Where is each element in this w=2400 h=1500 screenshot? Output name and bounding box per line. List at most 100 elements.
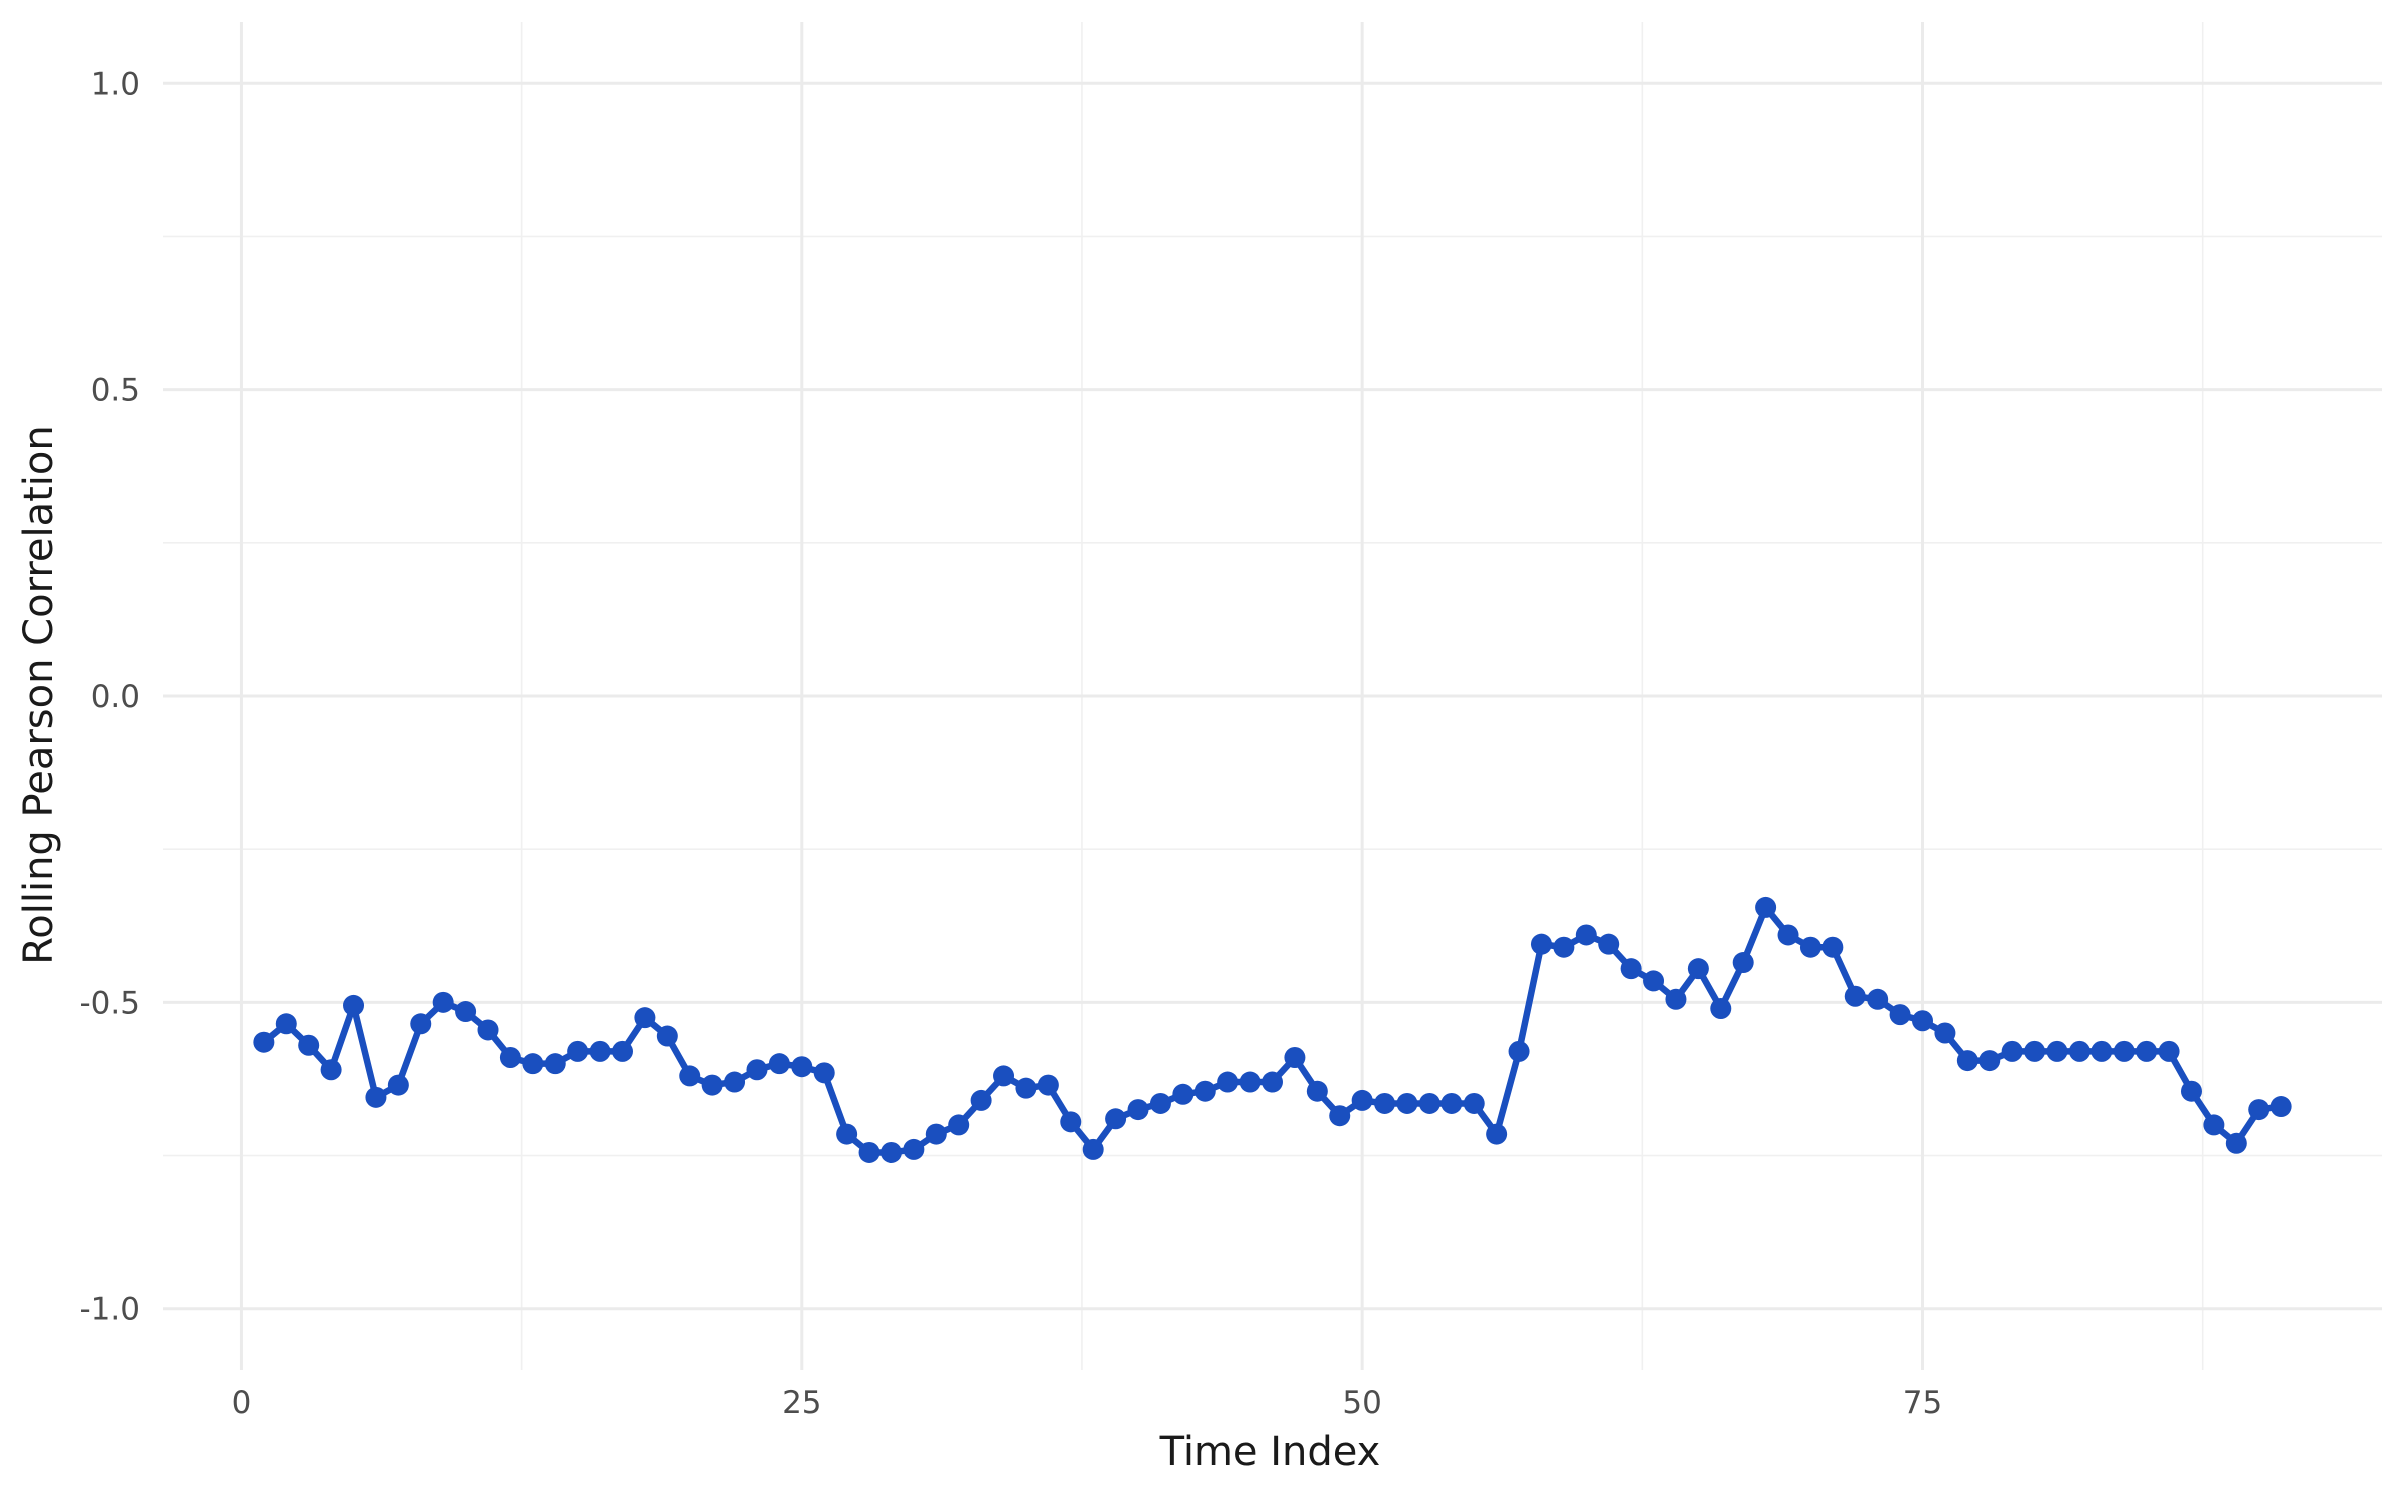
data-point: [791, 1056, 813, 1078]
y-tick-label: 0.0: [91, 679, 140, 715]
x-tick-label: 25: [782, 1385, 821, 1421]
data-point: [1284, 1047, 1306, 1069]
data-point: [1979, 1050, 2001, 1072]
data-point: [1822, 936, 1844, 958]
data-point: [1060, 1111, 1082, 1133]
grid-major: [163, 22, 2382, 1370]
data-point: [1262, 1071, 1283, 1093]
data-point: [1710, 997, 1732, 1019]
data-point: [432, 991, 454, 1013]
x-tick-label: 50: [1342, 1385, 1381, 1421]
data-point: [1575, 924, 1597, 946]
data-point: [343, 994, 365, 1016]
data-point: [2248, 1099, 2270, 1121]
data-point: [455, 1001, 477, 1023]
data-point: [1508, 1040, 1530, 1062]
data-point: [2046, 1040, 2068, 1062]
data-point: [320, 1059, 342, 1081]
data-point: [2158, 1040, 2180, 1062]
x-tick-label: 75: [1903, 1385, 1942, 1421]
data-point: [1194, 1080, 1216, 1102]
data-point: [2113, 1040, 2135, 1062]
data-point: [1912, 1010, 1934, 1032]
data-point: [1329, 1105, 1351, 1127]
data-point: [1643, 970, 1665, 992]
data-point: [387, 1074, 409, 1096]
data-point: [1665, 988, 1687, 1010]
x-axis-title: Time Index: [1159, 1429, 1381, 1475]
y-axis-ticks: -1.0 -0.5 0.0 0.5 1.0: [80, 66, 141, 1327]
data-point: [2225, 1132, 2247, 1154]
data-point: [1755, 896, 1777, 918]
data-point: [544, 1053, 566, 1075]
x-tick-label: 0: [232, 1385, 252, 1421]
x-axis-ticks: 0 25 50 75: [232, 1385, 1943, 1421]
data-point: [1867, 988, 1889, 1010]
data-point: [948, 1114, 970, 1136]
data-point: [499, 1047, 521, 1069]
data-point: [1530, 933, 1552, 955]
data-point: [1396, 1092, 1418, 1114]
data-point: [1889, 1004, 1911, 1026]
data-point: [701, 1074, 723, 1096]
grid-minor: [163, 22, 2382, 1370]
data-point: [567, 1040, 589, 1062]
data-point: [1418, 1092, 1440, 1114]
data-point: [2068, 1040, 2090, 1062]
data-point: [1149, 1092, 1171, 1114]
data-point: [2001, 1040, 2023, 1062]
data-point: [1777, 924, 1799, 946]
data-point: [2136, 1040, 2158, 1062]
data-point: [410, 1013, 432, 1035]
data-point: [1553, 936, 1575, 958]
data-point: [1015, 1077, 1037, 1099]
data-point: [1239, 1071, 1261, 1093]
data-point: [2180, 1080, 2202, 1102]
data-point: [1351, 1089, 1373, 1111]
data-point: [724, 1071, 746, 1093]
data-point: [2024, 1040, 2046, 1062]
data-point: [611, 1040, 633, 1062]
data-point: [1217, 1071, 1239, 1093]
data-point: [1598, 933, 1620, 955]
data-point: [253, 1031, 275, 1053]
y-tick-label: 1.0: [91, 66, 140, 102]
data-point: [836, 1123, 858, 1145]
y-tick-label: 0.5: [91, 373, 140, 409]
data-point: [768, 1053, 790, 1075]
data-point: [880, 1141, 902, 1163]
data-point: [589, 1040, 611, 1062]
data-point: [858, 1141, 880, 1163]
data-point: [1956, 1050, 1978, 1072]
data-point: [1486, 1123, 1508, 1145]
data-point: [679, 1065, 701, 1087]
data-point: [970, 1089, 992, 1111]
data-point: [1306, 1080, 1328, 1102]
data-point: [813, 1062, 835, 1084]
data-point: [275, 1013, 297, 1035]
data-point: [656, 1025, 678, 1047]
y-tick-label: -0.5: [80, 985, 141, 1021]
data-point: [1463, 1092, 1485, 1114]
data-point: [903, 1138, 925, 1160]
data-point: [1620, 958, 1642, 980]
data-point: [522, 1053, 544, 1075]
data-point: [746, 1059, 768, 1081]
data-point: [1037, 1074, 1059, 1096]
data-point: [2270, 1096, 2292, 1118]
data-point: [298, 1034, 320, 1056]
data-point: [1105, 1108, 1127, 1130]
data-point: [1844, 985, 1866, 1007]
data-point: [2091, 1040, 2113, 1062]
series-layer: [253, 896, 2292, 1163]
data-point: [1374, 1092, 1396, 1114]
data-point: [1687, 958, 1709, 980]
y-axis-title: Rolling Pearson Correlation: [16, 425, 62, 964]
data-point: [1082, 1138, 1104, 1160]
data-point: [634, 1007, 656, 1029]
data-point: [1799, 936, 1821, 958]
data-point: [1441, 1092, 1463, 1114]
data-point: [477, 1019, 499, 1041]
